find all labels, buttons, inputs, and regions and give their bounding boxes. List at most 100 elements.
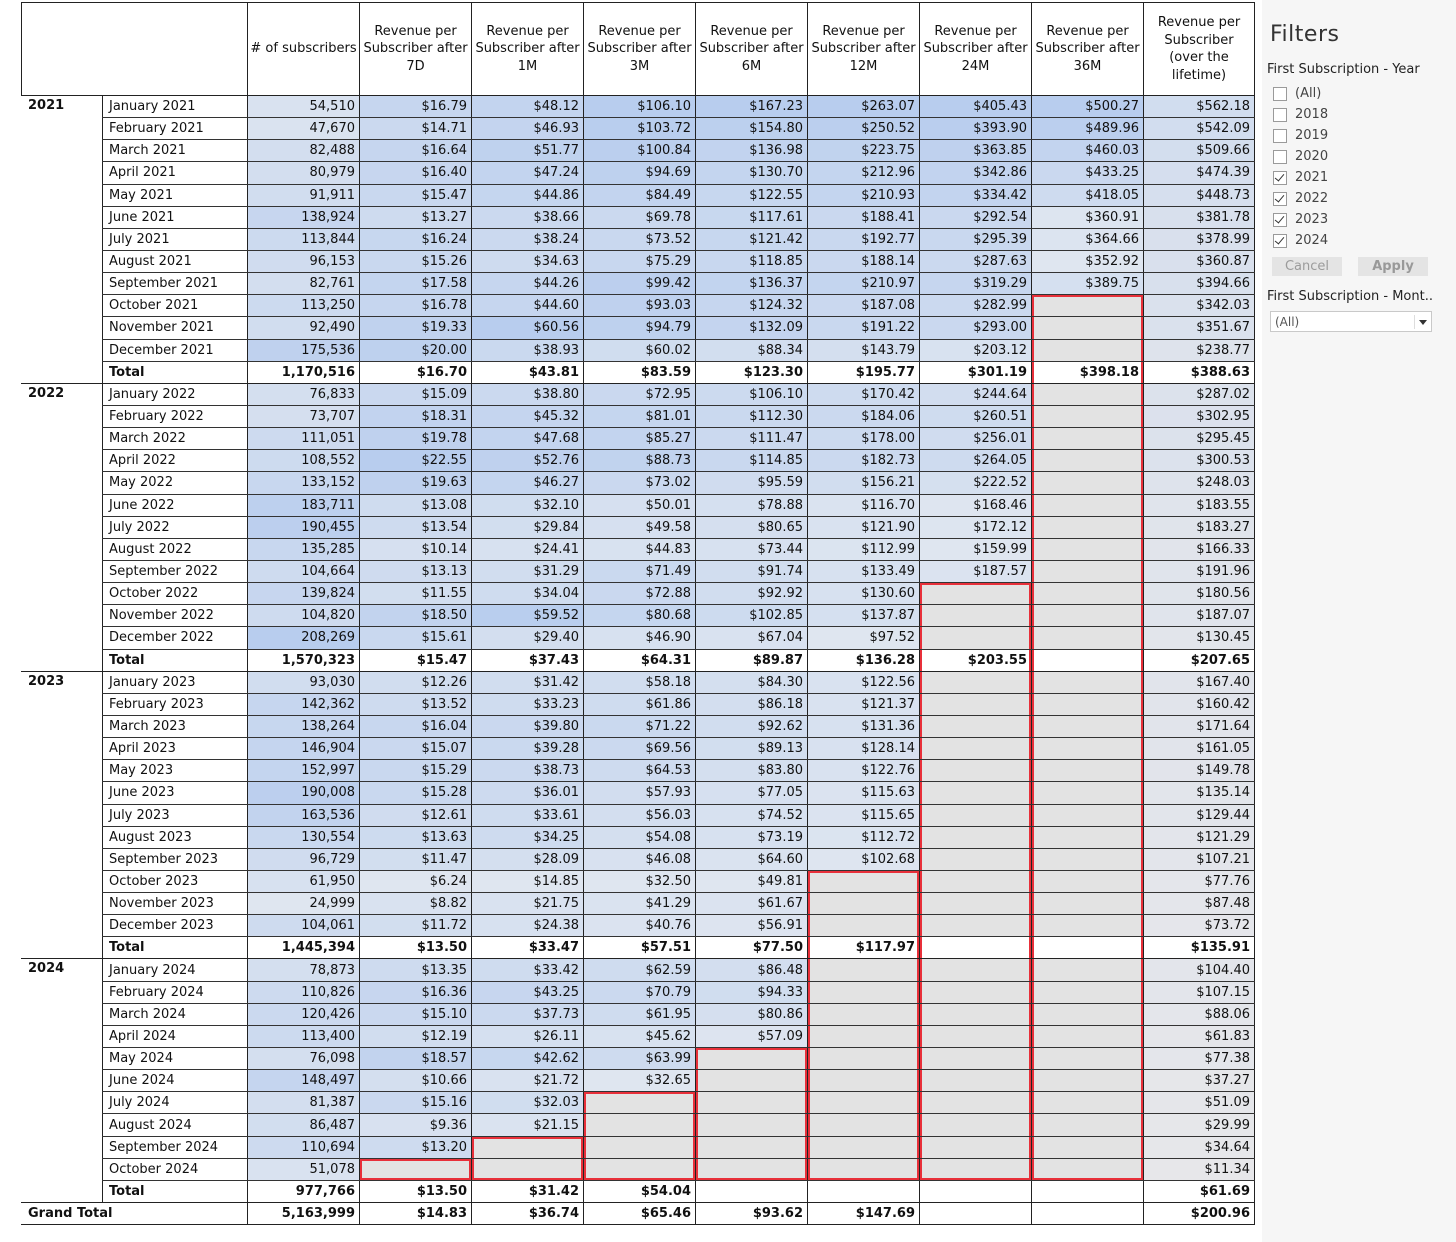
value-cell[interactable]: $122.55 (695, 184, 808, 207)
value-cell[interactable]: $12.19 (359, 1025, 472, 1049)
grand-total-cell[interactable]: $93.62 (695, 1202, 808, 1226)
value-cell[interactable] (919, 1113, 1032, 1137)
value-cell[interactable] (695, 1069, 808, 1093)
value-cell[interactable] (919, 759, 1032, 783)
value-cell[interactable]: $95.59 (695, 471, 808, 495)
value-cell[interactable]: $13.63 (359, 826, 472, 849)
value-cell[interactable]: $15.61 (359, 626, 472, 650)
value-cell[interactable]: $86.18 (695, 693, 808, 716)
value-cell[interactable]: $256.01 (919, 427, 1032, 451)
value-cell[interactable]: $57.93 (583, 781, 696, 805)
value-cell[interactable]: $121.42 (695, 228, 808, 251)
value-cell[interactable]: $45.62 (583, 1025, 696, 1049)
value-cell[interactable]: $351.67 (1143, 316, 1255, 340)
value-cell[interactable] (1031, 804, 1144, 827)
value-cell[interactable]: $38.73 (471, 759, 584, 783)
year-option[interactable]: 2024 (1273, 230, 1443, 251)
year-label[interactable]: 2022 (21, 382, 103, 672)
year-label[interactable]: 2024 (21, 958, 103, 1204)
value-cell[interactable]: $222.52 (919, 471, 1032, 495)
total-cell[interactable]: $57.51 (583, 936, 696, 960)
year-label[interactable]: 2023 (21, 670, 103, 960)
value-cell[interactable]: $52.76 (471, 449, 584, 473)
month-label[interactable]: November 2023 (102, 892, 248, 916)
value-cell[interactable]: $16.40 (359, 161, 472, 185)
value-cell[interactable]: $156.21 (807, 471, 920, 495)
value-cell[interactable] (807, 914, 920, 938)
value-cell[interactable]: $75.29 (583, 250, 696, 274)
value-cell[interactable]: $58.18 (583, 671, 696, 694)
value-cell[interactable]: $77.05 (695, 781, 808, 805)
value-cell[interactable]: $13.52 (359, 693, 472, 716)
value-cell[interactable] (1031, 693, 1144, 716)
value-cell[interactable]: $14.85 (471, 870, 584, 894)
value-cell[interactable]: 91,911 (247, 184, 360, 207)
total-cell[interactable] (1031, 649, 1144, 672)
value-cell[interactable]: $71.49 (583, 560, 696, 584)
value-cell[interactable] (1031, 1025, 1144, 1049)
value-cell[interactable]: $32.50 (583, 870, 696, 894)
value-cell[interactable] (1031, 427, 1144, 451)
value-cell[interactable] (1031, 1136, 1144, 1159)
value-cell[interactable]: $14.71 (359, 117, 472, 141)
value-cell[interactable]: $122.76 (807, 759, 920, 783)
value-cell[interactable]: $300.53 (1143, 449, 1255, 473)
value-cell[interactable] (919, 693, 1032, 716)
value-cell[interactable] (807, 958, 920, 982)
value-cell[interactable]: $13.27 (359, 206, 472, 229)
value-cell[interactable]: $133.49 (807, 560, 920, 584)
month-label[interactable]: March 2022 (102, 427, 248, 451)
value-cell[interactable] (1031, 737, 1144, 761)
month-label[interactable]: February 2022 (102, 405, 248, 429)
value-cell[interactable]: $191.96 (1143, 560, 1255, 584)
year-option[interactable]: 2020 (1273, 146, 1443, 167)
value-cell[interactable] (1031, 1047, 1144, 1071)
value-cell[interactable]: $112.99 (807, 538, 920, 561)
value-cell[interactable]: $10.66 (359, 1069, 472, 1093)
value-cell[interactable]: $116.70 (807, 494, 920, 517)
checkbox-empty-icon[interactable] (1273, 107, 1287, 122)
value-cell[interactable]: 96,153 (247, 250, 360, 274)
value-cell[interactable]: $46.90 (583, 626, 696, 650)
value-cell[interactable]: 110,826 (247, 981, 360, 1004)
value-cell[interactable]: $56.03 (583, 804, 696, 827)
value-cell[interactable]: $103.72 (583, 117, 696, 141)
value-cell[interactable]: 76,098 (247, 1047, 360, 1071)
total-cell[interactable]: $13.50 (359, 1180, 472, 1204)
grand-total-cell[interactable]: $65.46 (583, 1202, 696, 1226)
value-cell[interactable]: $51.77 (471, 139, 584, 163)
value-cell[interactable]: $62.59 (583, 958, 696, 982)
value-cell[interactable]: $72.95 (583, 383, 696, 406)
value-cell[interactable]: $69.56 (583, 737, 696, 761)
value-cell[interactable]: $393.90 (919, 117, 1032, 141)
value-cell[interactable]: 148,497 (247, 1069, 360, 1093)
value-cell[interactable] (1031, 339, 1144, 362)
value-cell[interactable]: $360.87 (1143, 250, 1255, 274)
value-cell[interactable]: $342.03 (1143, 294, 1255, 318)
value-cell[interactable]: $38.66 (471, 206, 584, 229)
value-cell[interactable]: 104,820 (247, 604, 360, 628)
value-cell[interactable]: $15.28 (359, 781, 472, 805)
value-cell[interactable] (695, 1113, 808, 1137)
value-cell[interactable]: $44.83 (583, 538, 696, 561)
value-cell[interactable]: $172.12 (919, 516, 1032, 539)
value-cell[interactable]: $130.60 (807, 582, 920, 606)
total-label[interactable]: Total (102, 361, 248, 384)
value-cell[interactable] (919, 582, 1032, 606)
value-cell[interactable]: $26.11 (471, 1025, 584, 1049)
value-cell[interactable]: $295.39 (919, 228, 1032, 251)
value-cell[interactable]: $562.18 (1143, 95, 1255, 119)
value-cell[interactable] (1031, 1158, 1144, 1181)
value-cell[interactable]: $115.65 (807, 804, 920, 827)
value-cell[interactable]: $33.61 (471, 804, 584, 827)
value-cell[interactable]: $88.06 (1143, 1003, 1255, 1026)
total-cell[interactable]: $301.19 (919, 361, 1032, 384)
value-cell[interactable]: $28.09 (471, 848, 584, 871)
value-cell[interactable]: $167.40 (1143, 671, 1255, 694)
value-cell[interactable]: $72.88 (583, 582, 696, 606)
value-cell[interactable]: $47.68 (471, 427, 584, 451)
value-cell[interactable] (919, 1003, 1032, 1026)
value-cell[interactable]: $293.00 (919, 316, 1032, 340)
value-cell[interactable] (1031, 538, 1144, 561)
value-cell[interactable] (807, 870, 920, 894)
